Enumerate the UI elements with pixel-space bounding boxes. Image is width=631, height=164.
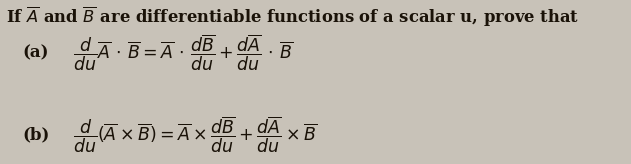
Text: $\dfrac{d}{du}(\overline{A}\times\overline{B}) = \overline{A}\times\dfrac{d\over: $\dfrac{d}{du}(\overline{A}\times\overli… xyxy=(73,114,317,155)
Text: $\dfrac{d}{du}\overline{A}\,\cdot\,\overline{B} = \overline{A}\,\cdot\,\dfrac{d\: $\dfrac{d}{du}\overline{A}\,\cdot\,\over… xyxy=(73,32,293,73)
Text: (a): (a) xyxy=(22,44,49,61)
Text: (b): (b) xyxy=(22,126,49,143)
Text: If $\overline{A}$ and $\overline{B}$ are differentiable functions of a scalar u,: If $\overline{A}$ and $\overline{B}$ are… xyxy=(6,5,580,29)
